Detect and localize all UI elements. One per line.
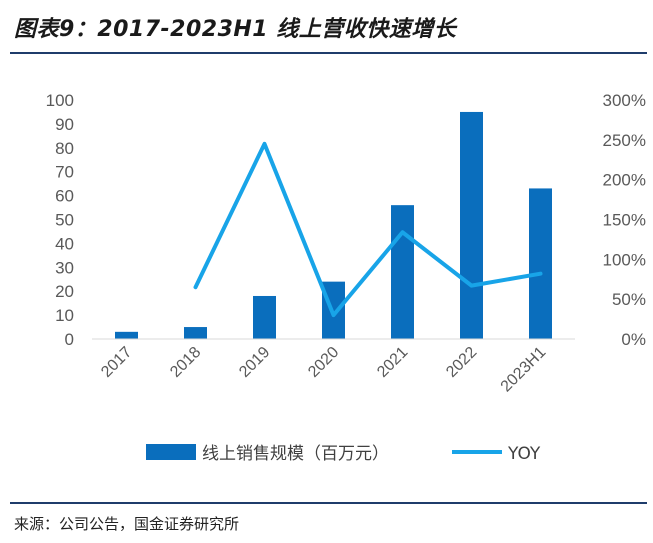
right-tick-label: 100% [603,250,646,269]
x-tick-label: 2017 [98,344,135,381]
right-tick-label: 50% [612,290,646,309]
left-tick-label: 80 [55,139,74,158]
x-axis: 2017 2018 2019 2020 2021 2022 2023H1 [98,344,549,396]
bar-2017 [115,331,138,339]
bar-2023H1 [529,188,552,339]
x-tick-label: 2023H1 [498,344,550,396]
left-tick-label: 20 [55,282,74,301]
legend-bar-swatch [146,444,196,460]
yoy-line-series [193,141,543,318]
x-tick-label: 2019 [236,344,273,381]
x-tick-label: 2018 [167,344,204,381]
left-tick-label: 40 [55,234,74,253]
right-tick-label: 200% [603,171,646,190]
chart-title: 图表9：2017-2023H1 线上营收快速增长 [14,17,457,42]
yoy-line [193,141,543,318]
legend: 线上销售规模（百万元） YOY [146,444,541,464]
left-tick-label: 100 [46,91,74,110]
title-rule [10,52,647,54]
left-tick-label: 60 [55,187,74,206]
right-tick-label: 0% [621,330,646,349]
chart: 0 10 20 30 40 50 60 70 80 90 100 0% 50% 100% 150% 200%… [46,91,646,464]
bar-2018 [184,327,207,339]
right-tick-label: 150% [603,211,646,230]
legend-line-label: YOY [507,444,541,464]
x-tick-label: 2021 [374,344,411,381]
left-tick-label: 0 [65,330,74,349]
right-tick-label: 250% [603,131,646,150]
footer-rule [10,502,647,504]
left-axis: 0 10 20 30 40 50 60 70 80 90 100 [46,91,74,349]
x-tick-label: 2022 [443,344,480,381]
bar-2019 [253,295,276,339]
left-tick-label: 30 [55,258,74,277]
bar-2021 [391,205,414,339]
left-tick-label: 50 [55,211,74,230]
left-tick-label: 70 [55,163,74,182]
left-tick-label: 90 [55,115,74,134]
x-tick-label: 2020 [305,344,342,381]
right-axis: 0% 50% 100% 150% 200% 250% 300% [603,91,646,349]
bar-series [115,111,552,339]
bar-2022 [460,111,483,339]
source-note: 来源：公司公告，国金证券研究所 [14,515,240,533]
right-tick-label: 300% [603,91,646,110]
legend-bar-label: 线上销售规模（百万元） [202,444,389,464]
left-tick-label: 10 [55,306,74,325]
